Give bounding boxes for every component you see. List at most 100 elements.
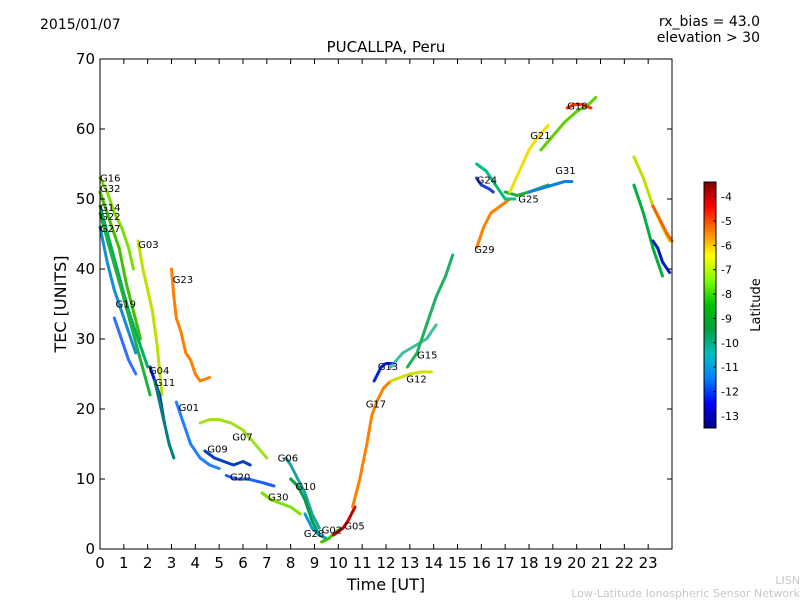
sat-label-G12: G12 (406, 374, 426, 385)
sat-label-G31: G31 (555, 166, 575, 177)
colorbar-tick-label: -13 (721, 410, 739, 423)
x-tick-label: 17 (496, 554, 515, 572)
series-G07 (198, 418, 269, 460)
meta-block: rx_bias = 43.0 elevation > 30 (657, 14, 760, 46)
series-G22 (98, 211, 152, 397)
series-G11 (153, 379, 176, 460)
sat-label-G15: G15 (417, 351, 437, 362)
x-tick-label: 2 (143, 554, 153, 572)
colorbar-tick-label: -6 (721, 239, 732, 252)
sat-label-G11: G11 (155, 378, 175, 389)
y-tick-label: 50 (76, 190, 95, 208)
sat-label-G07: G07 (232, 433, 252, 444)
series-G10 (289, 477, 321, 537)
series-G_late3 (651, 204, 674, 243)
series-G28 (303, 512, 328, 540)
colorbar-tick-label: -10 (721, 337, 739, 350)
series-G17 (351, 379, 393, 509)
sat-label-G20: G20 (230, 472, 250, 483)
date-label: 2015/01/07 (40, 17, 121, 33)
y-tick-label: 20 (76, 400, 95, 418)
series-G24b (475, 176, 495, 194)
credit-long: Low-Latitude Ionospheric Sensor Network (571, 587, 800, 600)
series-G_rise (405, 253, 455, 369)
series-G05 (332, 505, 357, 537)
y-tick-label: 40 (76, 260, 95, 278)
y-tick-label: 70 (76, 50, 95, 68)
sat-label-G25: G25 (518, 195, 538, 206)
series-G_late1 (632, 183, 664, 278)
sat-label-G14: G14 (100, 203, 120, 214)
x-tick-label: 10 (329, 554, 348, 572)
x-tick-label: 14 (424, 554, 443, 572)
x-tick-label: 21 (591, 554, 610, 572)
x-tick-label: 12 (376, 554, 395, 572)
sat-label-G28: G28 (304, 529, 324, 540)
sat-label-G24: G24 (477, 176, 497, 187)
sat-label-G10: G10 (295, 482, 315, 493)
x-tick-label: 8 (286, 554, 296, 572)
x-tick-label: 5 (214, 554, 224, 572)
sat-label-G23: G23 (173, 275, 193, 286)
series-G31 (527, 180, 574, 194)
series-G24 (475, 162, 517, 201)
sat-label-G22: G22 (100, 212, 120, 223)
credit-block: LISN Low-Latitude Ionospheric Sensor Net… (571, 574, 800, 600)
sat-label-G09: G09 (207, 444, 227, 455)
x-tick-label: 6 (238, 554, 248, 572)
sat-label-G13: G13 (378, 362, 398, 373)
y-tick-label: 10 (76, 470, 95, 488)
x-tick-label: 3 (167, 554, 177, 572)
sat-label-G16: G16 (100, 174, 120, 185)
sat-label-G06: G06 (278, 454, 298, 465)
series-G30 (260, 491, 302, 516)
x-tick-label: 11 (353, 554, 372, 572)
x-tick-label: 0 (95, 554, 105, 572)
series-G13 (372, 362, 395, 383)
x-tick-label: 23 (639, 554, 658, 572)
series-G18b (565, 103, 593, 110)
x-tick-label: 13 (400, 554, 419, 572)
series-G12 (389, 370, 433, 383)
sat-label-G17: G17 (366, 400, 386, 411)
y-tick-label: 30 (76, 330, 95, 348)
x-tick-label: 16 (472, 554, 491, 572)
series-G18 (539, 96, 598, 152)
series-G23 (170, 267, 212, 383)
x-tick-label: 1 (119, 554, 129, 572)
colorbar: -13 -12 -11 -10 -9 -8 -7 -6 -5 -4 (703, 181, 739, 429)
series-G09 (203, 449, 252, 467)
credit-short: LISN (775, 574, 800, 587)
series-G06 (284, 456, 321, 530)
series-G01 (174, 400, 221, 470)
sat-label-G05: G05 (344, 521, 364, 532)
series-G_late4 (651, 239, 672, 274)
colorbar-tick-label: -4 (721, 191, 732, 204)
series-G32 (98, 190, 142, 341)
series-G29 (475, 197, 512, 250)
chart-title: PUCALLPA, Peru (327, 38, 446, 56)
sat-label-G03: G03 (138, 240, 158, 251)
elevation-label: elevation > 30 (656, 30, 760, 46)
colorbar-tick-label: -8 (721, 288, 732, 301)
colorbar-tick-label: -11 (721, 361, 739, 374)
x-axis-label: Time [UT] (346, 575, 425, 594)
series-layer (98, 96, 674, 544)
x-tick-label: 15 (448, 554, 467, 572)
x-tick-label: 22 (615, 554, 634, 572)
axis-layer: 0 1 2 3 4 5 6 7 8 9 10 11 12 13 14 15 16 17 18 19 20 21 22 2301… (76, 50, 672, 572)
y-tick-label: 0 (85, 540, 95, 558)
x-tick-label: 18 (519, 554, 538, 572)
x-tick-label: 9 (310, 554, 320, 572)
y-axis-label: TEC [UNITS] (51, 256, 70, 354)
series-G27 (98, 225, 138, 355)
sat-label-G29: G29 (474, 245, 494, 256)
sat-label-G30: G30 (268, 493, 288, 504)
plot-frame (99, 58, 673, 550)
x-tick-label: 20 (567, 554, 586, 572)
colorbar-tick-label: -7 (721, 264, 732, 277)
colorbar-tick-label: -5 (721, 215, 732, 228)
x-tick-label: 7 (262, 554, 272, 572)
sat-label-G04: G04 (149, 366, 169, 377)
